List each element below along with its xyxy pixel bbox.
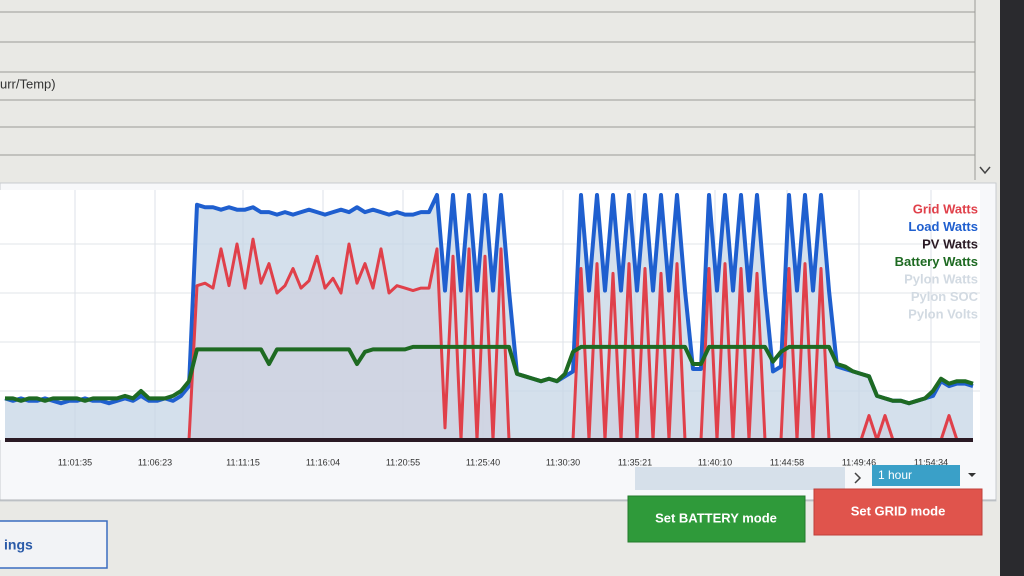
- x-tick-label: 11:54:34: [914, 457, 948, 467]
- range-select[interactable]: [872, 465, 960, 486]
- form-rows: [0, 0, 976, 180]
- form-label: urr/Temp): [0, 76, 56, 91]
- series-line: [5, 344, 974, 406]
- legend-entry: Load Watts: [908, 219, 978, 234]
- next-arrow[interactable]: [854, 472, 862, 484]
- grid-button-label: Set GRID mode: [851, 503, 946, 518]
- grid-button[interactable]: [813, 488, 983, 536]
- settings-button-label: ings: [4, 537, 33, 553]
- x-tick-label: 11:11:15: [226, 457, 260, 467]
- scroll-arrow[interactable]: [979, 166, 991, 175]
- x-tick-label: 11:30:30: [546, 457, 580, 467]
- x-tick-label: 11:06:23: [138, 457, 172, 467]
- legend-entry: Battery Watts: [895, 254, 978, 269]
- chart: 11:01:35 11:06:23 11:11:15 11:16:04 11:20:55…: [0, 190, 980, 467]
- legend-entry: PV Watts: [922, 236, 978, 251]
- legend-entry-hidden: Pylon Watts: [904, 271, 978, 286]
- settings-button[interactable]: [0, 520, 108, 569]
- range-slider[interactable]: [635, 467, 845, 490]
- x-tick-label: 11:25:40: [466, 457, 500, 467]
- legend-entry-hidden: Pylon SOC: [911, 289, 979, 304]
- dropdown-arrow[interactable]: [968, 473, 976, 477]
- legend-entry: Grid Watts: [913, 201, 978, 216]
- battery-button[interactable]: [627, 495, 806, 543]
- x-tick-label: 11:16:04: [306, 457, 340, 467]
- range-select-label: 1 hour: [878, 468, 912, 482]
- x-tick-label: 11:20:55: [386, 457, 420, 467]
- x-tick-label: 11:49:46: [842, 457, 876, 467]
- x-tick-label: 11:40:10: [698, 457, 732, 467]
- x-tick-label: 11:01:35: [58, 457, 92, 467]
- x-tick-label: 11:35:21: [618, 457, 652, 467]
- legend-entry-hidden: Pylon Volts: [908, 306, 978, 321]
- x-tick-label: 11:44:58: [770, 457, 804, 467]
- battery-button-label: Set BATTERY mode: [655, 510, 777, 525]
